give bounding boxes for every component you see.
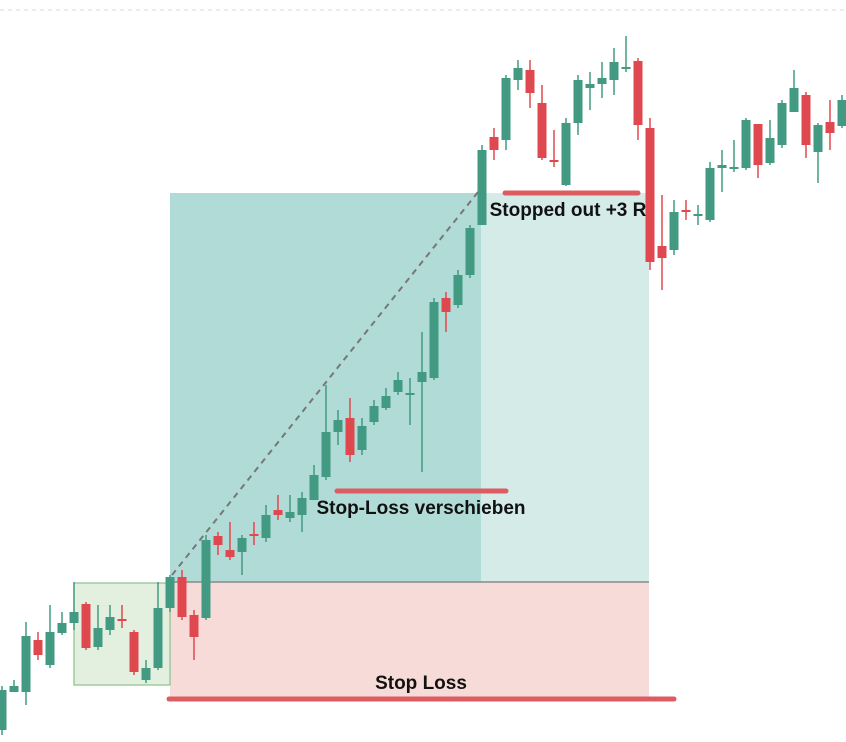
candle-body bbox=[117, 619, 127, 621]
candle-body bbox=[525, 70, 535, 93]
candle-body bbox=[81, 604, 91, 648]
candle-body bbox=[681, 210, 691, 212]
candle-body bbox=[537, 103, 547, 158]
candle-body bbox=[345, 418, 355, 455]
candle-body bbox=[225, 550, 235, 557]
candle-body bbox=[369, 406, 379, 422]
candle-body bbox=[57, 623, 67, 633]
candle-body bbox=[153, 608, 163, 668]
candle-body bbox=[501, 78, 511, 140]
candle-body bbox=[441, 298, 451, 312]
candle-body bbox=[141, 668, 151, 680]
candle-body bbox=[477, 150, 487, 225]
candle-body bbox=[645, 128, 655, 262]
candle-body bbox=[741, 120, 751, 168]
candle-body bbox=[777, 103, 787, 145]
candle-body bbox=[513, 68, 523, 80]
candle-body bbox=[549, 160, 559, 162]
candle-body bbox=[705, 168, 715, 220]
candle-body bbox=[669, 212, 679, 250]
candle-body bbox=[729, 167, 739, 169]
profit-zone-remaining bbox=[481, 193, 649, 582]
candle-body bbox=[273, 510, 283, 515]
candle-body bbox=[693, 214, 703, 216]
candle-body bbox=[285, 512, 295, 518]
candle-body bbox=[381, 396, 391, 408]
candle-body bbox=[189, 615, 199, 637]
candle-body bbox=[177, 577, 187, 617]
candle-body bbox=[717, 165, 727, 168]
candle-body bbox=[321, 432, 331, 477]
candle-body bbox=[657, 246, 667, 258]
candle-body bbox=[333, 420, 343, 432]
candle-body bbox=[405, 393, 415, 395]
candle-body bbox=[765, 138, 775, 163]
candle-body bbox=[633, 61, 643, 125]
candle-body bbox=[393, 380, 403, 392]
candle-body bbox=[21, 636, 31, 692]
candle-body bbox=[213, 536, 223, 545]
candle-body bbox=[129, 632, 139, 672]
candle-body bbox=[309, 475, 319, 500]
candle-body bbox=[105, 617, 115, 630]
candle-body bbox=[825, 122, 835, 133]
candle-body bbox=[561, 123, 571, 185]
stop-loss-zone bbox=[170, 582, 649, 699]
candle-body bbox=[489, 137, 499, 150]
candle-body bbox=[249, 534, 259, 536]
annotation: Stop-Loss verschieben bbox=[316, 498, 525, 519]
annotation: Stopped out +3 R bbox=[490, 200, 647, 221]
candle-body bbox=[69, 612, 79, 623]
candle-body bbox=[813, 125, 823, 152]
candle-body bbox=[33, 640, 43, 655]
candle-body bbox=[45, 632, 55, 665]
candle-body bbox=[837, 100, 846, 126]
candle-body bbox=[357, 426, 367, 450]
candle-body bbox=[453, 275, 463, 305]
candles bbox=[0, 36, 846, 735]
candle-body bbox=[165, 577, 175, 608]
candle-body bbox=[753, 124, 763, 165]
candle-body bbox=[621, 67, 631, 69]
candle-body bbox=[417, 372, 427, 382]
trend-line bbox=[171, 191, 479, 576]
candle-body bbox=[237, 538, 247, 552]
candle-body bbox=[93, 628, 103, 647]
candle-body bbox=[261, 515, 271, 538]
candle-body bbox=[609, 62, 619, 80]
candle-body bbox=[465, 228, 475, 275]
candle-body bbox=[801, 95, 811, 145]
candle-body bbox=[789, 88, 799, 112]
candle-body bbox=[429, 302, 439, 378]
candle-body bbox=[573, 80, 583, 123]
candle-body bbox=[201, 540, 211, 618]
candle-body bbox=[597, 78, 607, 84]
candle-body bbox=[297, 498, 307, 515]
annotation: Stop Loss bbox=[375, 673, 467, 694]
candle-body bbox=[585, 84, 595, 88]
candle-body bbox=[0, 690, 7, 730]
candle-body bbox=[9, 686, 19, 692]
